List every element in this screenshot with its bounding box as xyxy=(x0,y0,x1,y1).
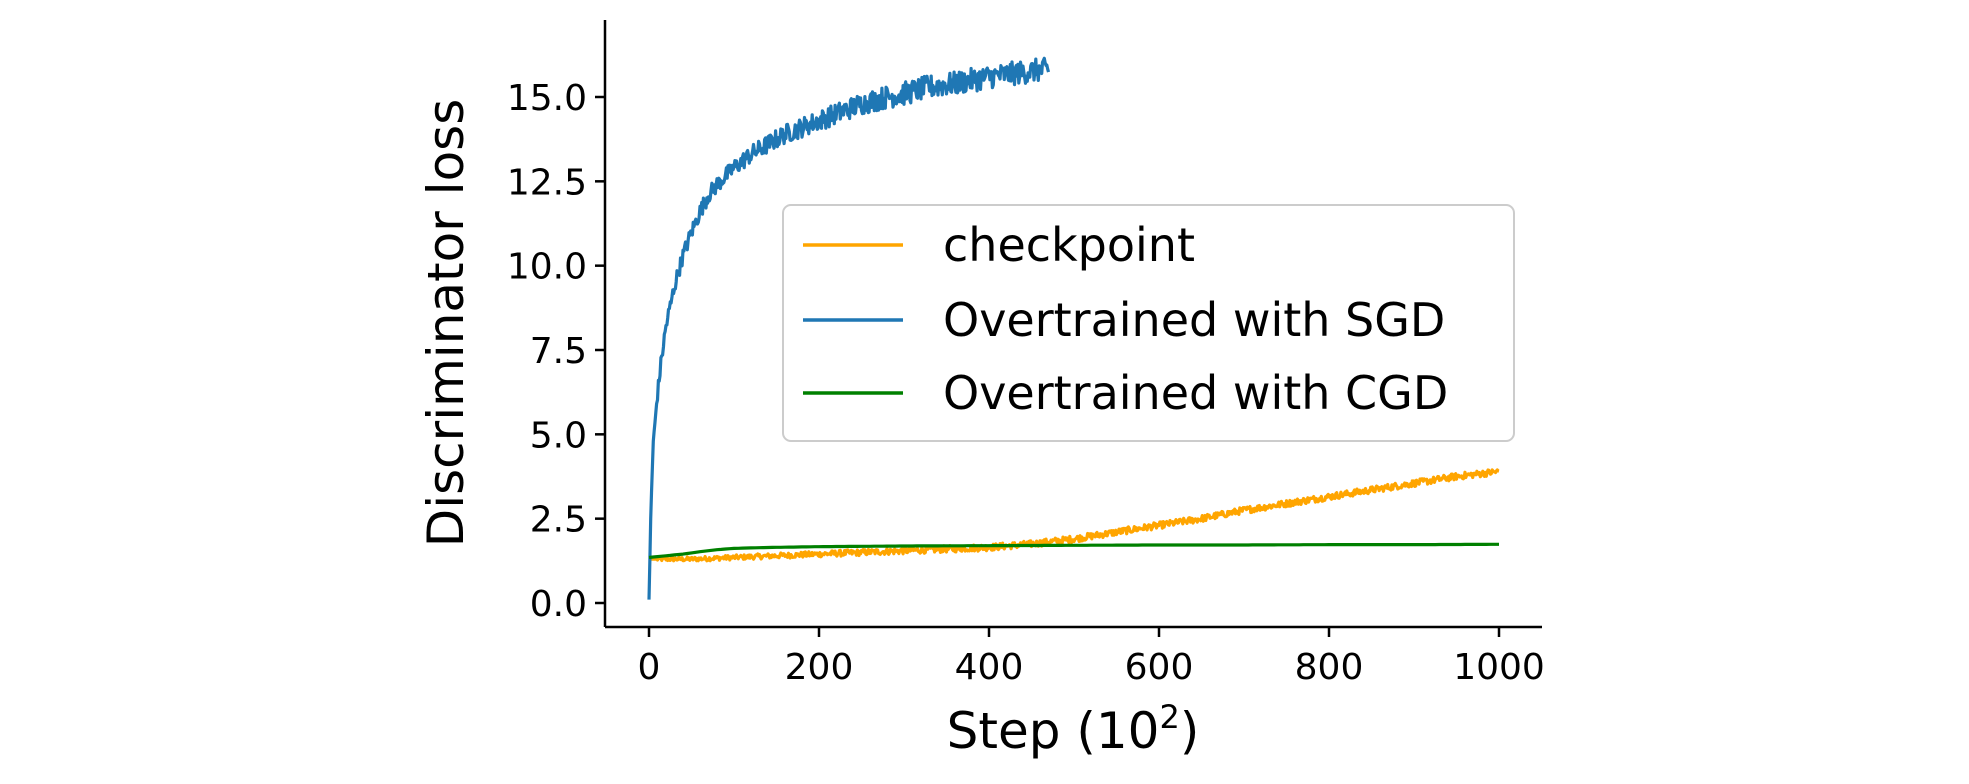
legend: checkpoint Overtrained with SGD Overtraine… xyxy=(782,204,1515,442)
x-tick-label: 1000 xyxy=(1453,647,1545,688)
axes xyxy=(603,20,1542,629)
y-tick-label: 0.0 xyxy=(530,584,587,625)
x-tick-label: 0 xyxy=(638,647,661,688)
y-tick-label: 15.0 xyxy=(507,78,587,119)
legend-frame xyxy=(782,204,1515,442)
legend-label: Overtrained with CGD xyxy=(943,366,1448,420)
x-axis-title: Step (102) xyxy=(947,698,1200,760)
y-tick-label: 7.5 xyxy=(530,331,587,372)
series-overtrained-with-cgd-line xyxy=(648,542,1499,560)
y-tick-label: 2.5 xyxy=(530,500,587,541)
series-overtrained-with-sgd-line xyxy=(647,56,1051,600)
legend-label: Overtrained with SGD xyxy=(943,293,1445,347)
y-axis-title: Discriminator loss xyxy=(417,99,475,548)
series-checkpoint-line xyxy=(648,468,1500,563)
x-tick-label: 400 xyxy=(955,647,1024,688)
legend-items: checkpoint Overtrained with SGD Overtraine… xyxy=(803,218,1448,420)
x-tick-label: 800 xyxy=(1295,647,1364,688)
legend-label: checkpoint xyxy=(943,218,1195,272)
x-tick-label: 600 xyxy=(1125,647,1194,688)
y-tick-label: 10.0 xyxy=(507,247,587,288)
y-tick-label: 5.0 xyxy=(530,415,587,456)
x-tick-label: 200 xyxy=(785,647,854,688)
plot-lines xyxy=(647,56,1500,600)
y-tick-label: 12.5 xyxy=(507,162,587,203)
x-ticks: 0 200 400 600 800 1000 xyxy=(638,627,1545,688)
y-ticks: 0.0 2.5 5.0 7.5 10.0 12.5 15.0 xyxy=(507,78,605,625)
